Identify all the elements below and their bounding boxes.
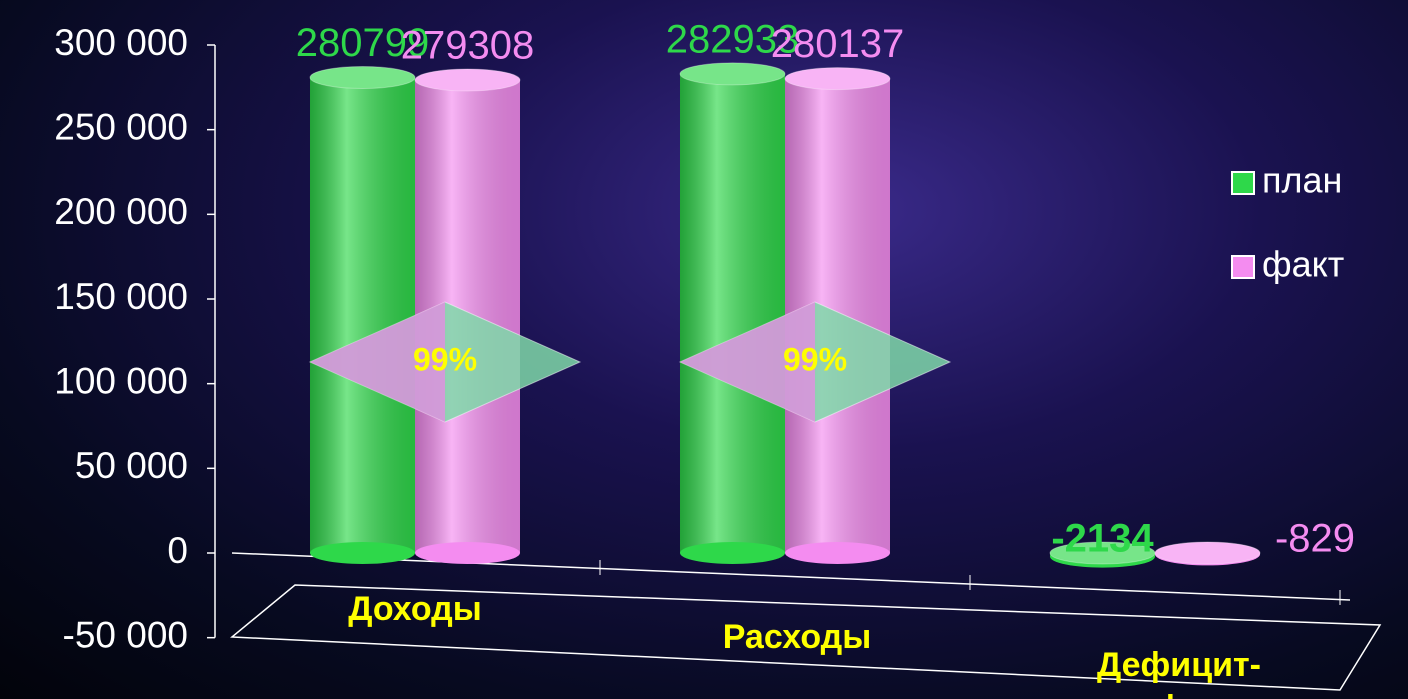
legend-label: план	[1262, 160, 1342, 201]
legend-swatch	[1231, 171, 1255, 195]
data-label: -2134	[1051, 517, 1154, 561]
annotation-facet	[310, 302, 445, 422]
bar-bottom	[680, 542, 785, 564]
y-tick-label: 0	[167, 530, 188, 571]
y-tick-label: 300 000	[54, 22, 188, 63]
y-tick-label: 150 000	[54, 276, 188, 317]
bar-top	[309, 66, 416, 90]
bar-top-light	[1050, 542, 1155, 564]
bar-top	[784, 67, 891, 91]
x-tick-label: Расходы	[722, 618, 872, 656]
annotation-label: 99%	[783, 341, 847, 377]
bar-top	[414, 68, 521, 92]
annotation: 99%	[678, 301, 952, 423]
annotation-label: 99%	[413, 341, 477, 377]
bar-top-light	[310, 66, 415, 89]
y-tick-label: 200 000	[54, 191, 188, 232]
bar-shade	[310, 77, 415, 553]
floor	[230, 584, 1382, 691]
y-tick-label: 250 000	[54, 106, 188, 147]
bar-top	[1154, 541, 1261, 565]
bar-shade	[680, 73, 785, 554]
data-label: 280137	[771, 22, 904, 66]
data-label: 279308	[401, 24, 534, 68]
zero-line	[231, 552, 1351, 601]
legend-label: факт	[1262, 244, 1344, 285]
bar-bottom	[785, 542, 890, 564]
x-tick-label: Доходы	[348, 590, 482, 628]
bar-bottom	[415, 542, 520, 564]
bar-top-light	[415, 69, 520, 92]
data-label: 282933	[666, 17, 799, 61]
y-tick-label: -50 000	[63, 614, 189, 655]
data-label: 280799	[296, 21, 429, 65]
y-tick-label: 50 000	[75, 445, 188, 486]
data-label: -829	[1275, 517, 1355, 561]
y-tick-label: 100 000	[54, 360, 188, 401]
annotation-facet	[680, 302, 815, 422]
bar-bottom	[310, 542, 415, 564]
bar-top-light	[1155, 542, 1260, 564]
bar-top-light	[680, 62, 785, 85]
legend-swatch	[1231, 255, 1255, 279]
x-tick-label: Дефицит-профицит	[1093, 646, 1264, 699]
annotation: 99%	[308, 301, 582, 423]
bar-top-light	[785, 67, 890, 90]
bar-top	[679, 62, 786, 86]
